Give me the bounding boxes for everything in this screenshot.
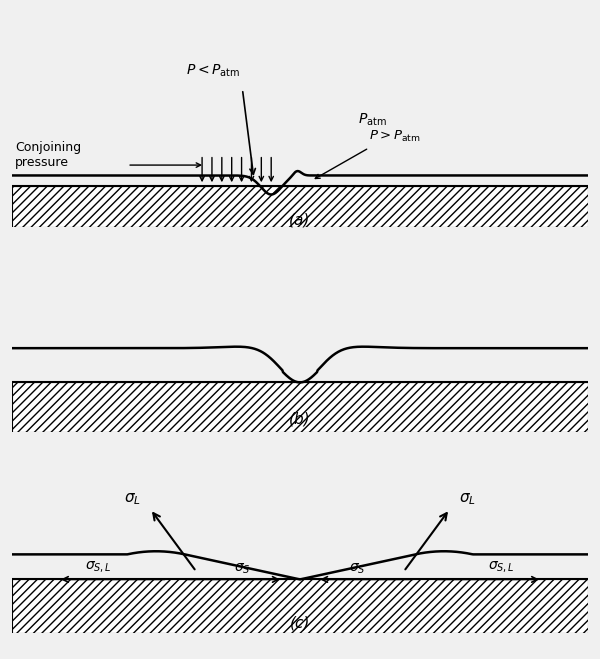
Text: $P > P_{\mathrm{atm}}$: $P > P_{\mathrm{atm}}$ xyxy=(369,129,421,144)
Text: $\sigma_L$: $\sigma_L$ xyxy=(458,492,476,507)
Text: $\sigma_S$: $\sigma_S$ xyxy=(349,561,366,576)
Text: $P_{\mathrm{atm}}$: $P_{\mathrm{atm}}$ xyxy=(358,111,386,128)
Text: (c): (c) xyxy=(290,616,310,631)
Text: $\sigma_S$: $\sigma_S$ xyxy=(234,561,251,576)
Text: Conjoining
pressure: Conjoining pressure xyxy=(15,141,81,169)
Text: (a): (a) xyxy=(289,213,311,228)
Text: (b): (b) xyxy=(289,412,311,426)
Text: $P < P_{\mathrm{atm}}$: $P < P_{\mathrm{atm}}$ xyxy=(187,62,241,78)
Text: $\sigma_{S,L}$: $\sigma_{S,L}$ xyxy=(85,560,112,575)
Text: $\sigma_{S,L}$: $\sigma_{S,L}$ xyxy=(488,560,515,575)
Text: $\sigma_L$: $\sigma_L$ xyxy=(124,492,142,507)
